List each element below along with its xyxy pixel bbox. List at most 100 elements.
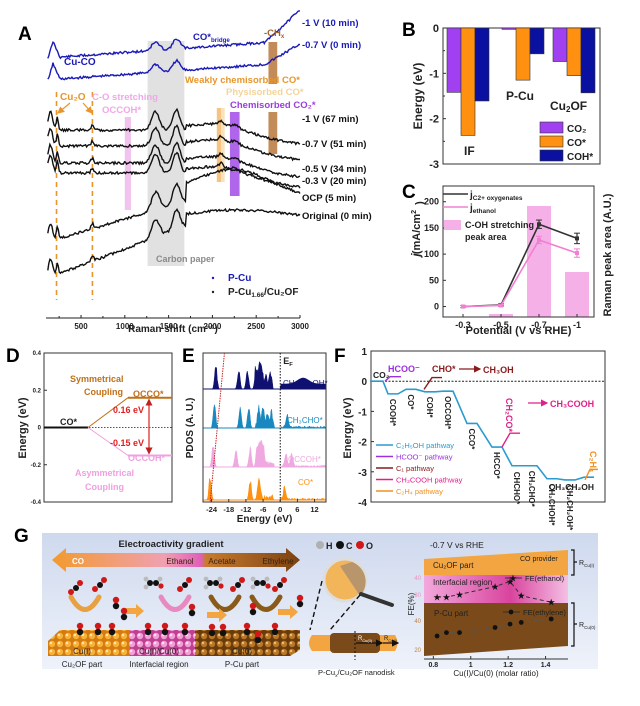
panel-label-e: E	[182, 346, 195, 367]
y-tick-label: -1	[429, 68, 439, 80]
category-label-cu2of: Cu2OF	[550, 99, 587, 114]
panel-label-a: A	[18, 24, 32, 45]
spectrum-label-0: -1 V (10 min)	[302, 18, 359, 29]
branch-label-ch2co: CH₂CO*	[504, 398, 514, 432]
y-axis-title: PDOS (A. U.)	[185, 398, 196, 459]
carbon-atom	[144, 628, 152, 636]
fe-ethanol-point: ★	[434, 593, 442, 602]
fe-ethylene-point	[548, 616, 554, 622]
carbon-atom	[76, 628, 84, 636]
fe-ethylene-point	[457, 630, 462, 635]
atom-legend-label-0: H	[326, 541, 333, 551]
oxygen-atom	[144, 622, 152, 630]
band-6	[268, 42, 278, 84]
oxygen-atom	[271, 622, 279, 630]
annotation-co-bridge: CO*bridge	[193, 32, 230, 44]
electroactivity-arrow	[52, 548, 300, 572]
region-note-co-provider: CO provider	[520, 556, 558, 563]
product-ch3oh: CH₃OH	[483, 365, 514, 375]
band-4	[221, 108, 225, 182]
plot-frame	[370, 350, 606, 503]
legend-label-3: CH₃COOH pathway	[396, 476, 463, 485]
atom-legend-label-2: O	[366, 541, 373, 551]
pdos-label-3: CO*	[298, 478, 313, 487]
annotation-015: -0.15 eV	[110, 438, 144, 448]
fe-ethylene-point	[518, 620, 524, 625]
fe-ethanol-point: ★	[456, 590, 464, 599]
oxygen-atom	[186, 577, 192, 583]
connector-occoh	[87, 427, 129, 456]
molecule-6	[250, 576, 271, 590]
atom-legend-c-icon	[336, 541, 344, 549]
bar-P-Cu-0	[501, 27, 517, 30]
panel-e-pdos-chart: EF CH₃CH₂OH* CH₃CHO* OCCOH* CO* -24 -18 -12 -6 0 6…	[185, 352, 328, 525]
legend-label-0: CO₂	[567, 124, 586, 135]
y-axis-units-close: )	[414, 201, 426, 205]
legend-ethylene-marker	[508, 609, 514, 615]
bar-Cu₂OF-1	[566, 27, 582, 76]
bracket-cu0	[571, 602, 577, 647]
x-tick-label: 3000	[291, 322, 309, 331]
data-point	[537, 237, 541, 242]
spectrum-label-1: -0.7 V (0 min)	[302, 40, 361, 51]
raman-bar-3	[565, 272, 589, 317]
carbon-atom	[188, 609, 196, 617]
panel-a-raman-chart: -1 V (10 min) -0.7 V (0 min) -1 V (67 min)…	[46, 10, 372, 335]
fe-ethanol-point: ★	[548, 598, 556, 607]
annotation-chemisorbed: Chemisorbed CO₂*	[230, 100, 316, 111]
branch-label-cho: CHO*	[432, 364, 456, 374]
legend-swatch-0	[539, 121, 564, 134]
oxygen-atom	[254, 630, 262, 638]
bar-IF-1	[460, 27, 476, 136]
panel-f-pathway-chart: 1 0 -1 -2 -3 -4 Energy (eV) CO₂ COOH* CO* COH* OCCO…	[342, 347, 606, 531]
hydrogen-atom	[250, 576, 256, 582]
fe-ethanol-point: ★	[506, 577, 514, 586]
atom-legend-label-1: C	[346, 541, 353, 551]
molecule-21	[271, 622, 279, 636]
reaction-arrow-0	[68, 594, 102, 612]
x-tick-label: 500	[74, 322, 88, 331]
molecule-11	[112, 596, 120, 610]
carbon-atom	[254, 580, 260, 586]
carbon-atom	[94, 628, 102, 636]
legend-label-1: CO*	[567, 138, 586, 149]
fe-ethylene-point	[434, 633, 440, 639]
data-point	[461, 304, 465, 309]
transfer-arrow-2	[278, 605, 298, 619]
spectrum-line-5	[47, 151, 301, 189]
carbon-atom	[108, 628, 116, 636]
carbon-atom	[207, 580, 213, 586]
level-label-co: CO*	[60, 417, 78, 427]
x-axis-title: Raman shift (cm⁻¹)	[128, 324, 218, 335]
annotation-carbon-paper: Carbon paper	[156, 254, 215, 264]
fermi-label: EF	[283, 356, 293, 368]
molecule-4	[203, 576, 224, 590]
surface-cu2of	[48, 630, 135, 656]
spectrum-line-4	[47, 141, 301, 179]
oxygen-atom	[243, 622, 251, 630]
annotation-cu2o: Cu₂O	[60, 92, 86, 103]
legend-swatch-raman	[444, 220, 461, 230]
annotation-asymmetrical: Asymmetrical	[75, 468, 134, 478]
cu2o-arrow-right	[82, 102, 93, 114]
y-tick-label: 0.2	[33, 388, 42, 394]
oxygen-atom	[108, 622, 116, 630]
x-tick-label: -0.5	[493, 320, 509, 330]
carbon-atom	[219, 629, 227, 637]
r-cu1-label: RCu(I)	[384, 636, 398, 643]
molecule-13	[144, 622, 152, 636]
legend-swatch-2	[539, 149, 564, 162]
transfer-arrow-1	[207, 608, 227, 622]
spectrum-line-6	[47, 168, 301, 240]
branch-ch2co	[501, 432, 520, 448]
spectrum-line-1	[47, 43, 300, 81]
annotation-co-stretching: C-O stretching	[92, 92, 158, 103]
r-cu0-label: RCu(0)	[358, 636, 373, 643]
fe-x-axis-title: Cu(I)/Cu(0) (molar ratio)	[453, 669, 539, 678]
molecule-17	[208, 623, 216, 637]
molecule-14	[161, 622, 169, 636]
spectrum-label-5: -0.3 V (20 min)	[302, 176, 366, 187]
legend-label-1: HCOO⁻ pathway	[396, 453, 453, 462]
annotation-physisorbed: Physisorbed CO*	[226, 87, 304, 98]
